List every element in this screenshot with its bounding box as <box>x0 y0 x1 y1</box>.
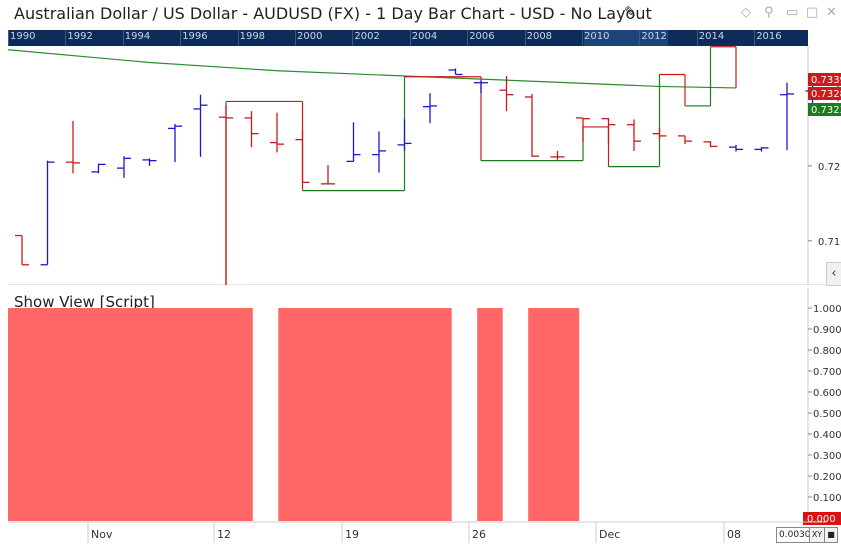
indicator-tick-label: 0.600 <box>813 388 841 399</box>
timeline-navigator[interactable]: 1990 1992 1994 1996 1998 2000 2002 2004 2006 2008… <box>8 30 808 46</box>
indicator-tick-label: 0.300 <box>813 451 841 462</box>
timeline-tick <box>122 30 124 46</box>
price-tick-label: 0.7200 <box>818 162 841 173</box>
indicator-tick-label: 1.000 <box>813 304 841 315</box>
current-value-label: 0.000 <box>807 514 836 525</box>
timeline-tick <box>352 30 354 46</box>
timeline-visible-range[interactable] <box>584 30 668 46</box>
maximize-icon[interactable]: □ <box>806 5 819 20</box>
timeline-tick <box>467 30 469 46</box>
price-tag-bg <box>808 103 841 116</box>
chart-title: Australian Dollar / US Dollar - AUDUSD (… <box>14 4 652 23</box>
diamond-icon[interactable]: ◇ <box>741 5 751 20</box>
price-tag-label: 0.7328 <box>811 89 841 100</box>
timeline-tick <box>582 30 583 46</box>
indicator-bar <box>278 308 452 521</box>
date-tick-label: 12 <box>217 528 231 541</box>
chevron-left-icon[interactable]: ‹ <box>826 262 841 286</box>
timeline-tick <box>639 30 641 46</box>
timeline-year-label: 2000 <box>297 31 323 42</box>
date-tick-label: Nov <box>91 528 113 541</box>
timeline-year-label: 1998 <box>239 31 266 42</box>
price-tick-label: 0.7100 <box>818 237 841 248</box>
indicator-tick-label: 0.100 <box>813 493 841 504</box>
indicator-tick-label: 0.700 <box>813 367 841 378</box>
timeline-year-label: 2016 <box>756 31 782 42</box>
timeline-year-label: 2004 <box>411 31 438 42</box>
timeline-year-label: 2006 <box>469 31 495 42</box>
timeline-year-label: 1990 <box>10 31 36 42</box>
price-plot-area <box>8 46 808 285</box>
timeline-tick <box>8 30 9 46</box>
timeline-tick <box>180 30 182 46</box>
timeline-tick <box>696 30 698 46</box>
timeline-tick <box>409 30 411 46</box>
indicator-bar <box>8 308 253 521</box>
timeline-year-label: 1992 <box>67 31 93 42</box>
timeline-tick <box>524 30 526 46</box>
price-tag-bg <box>808 87 841 100</box>
timeline-year-label: 1994 <box>124 31 151 42</box>
date-tick-label: 08 <box>727 528 741 541</box>
timeline-year-label: 1996 <box>182 31 208 42</box>
date-tick-label: 19 <box>345 528 359 541</box>
timeline-year-label: 2008 <box>526 31 553 42</box>
indicator-tick-label: 0.400 <box>813 430 841 441</box>
restore-icon[interactable]: ▭ <box>786 5 799 20</box>
close-icon[interactable]: ✕ <box>826 5 837 20</box>
lock-icon[interactable]: ■ <box>825 527 838 543</box>
indicator-title: Show View [Script] <box>14 293 155 311</box>
timeline-tick <box>65 30 67 46</box>
timeline-tick <box>295 30 296 46</box>
timeline-year-label: 2010 <box>584 31 610 42</box>
indicator-bar <box>477 308 503 521</box>
timeline-tick <box>754 30 756 46</box>
price-tag-bg <box>808 73 841 86</box>
date-tick-label: Dec <box>599 528 620 541</box>
pin-icon[interactable]: ⚲ <box>764 5 774 20</box>
title-bar: Australian Dollar / US Dollar - AUDUSD (… <box>0 0 841 30</box>
indicator-bar <box>528 308 580 521</box>
price-chart-panel[interactable]: 0.7100 0.7200 0.7339 0.7328 0.7323 <box>0 0 841 285</box>
xy-toggle-button[interactable]: XY <box>810 527 825 543</box>
pencil-edit-icon[interactable]: ✎ <box>624 3 637 21</box>
price-tag-label: 0.7339 <box>811 75 841 86</box>
indicator-tick-label: 0.200 <box>813 472 841 483</box>
timeline-tick <box>237 30 239 46</box>
timeline-year-label: 2012 <box>641 31 667 42</box>
timeline-year-label: 2014 <box>698 31 725 42</box>
indicator-tick-label: 0.900 <box>813 325 841 336</box>
indicator-tick-label: 0.500 <box>813 409 841 420</box>
indicator-tick-label: 0.800 <box>813 346 841 357</box>
timeline-year-label: 2002 <box>354 31 380 42</box>
zoom-controls: 0.0030 XY ■ <box>776 527 838 543</box>
date-tick-label: 26 <box>472 528 486 541</box>
price-tag-label: 0.7323 <box>811 105 841 116</box>
zoom-value[interactable]: 0.0030 <box>776 527 810 543</box>
